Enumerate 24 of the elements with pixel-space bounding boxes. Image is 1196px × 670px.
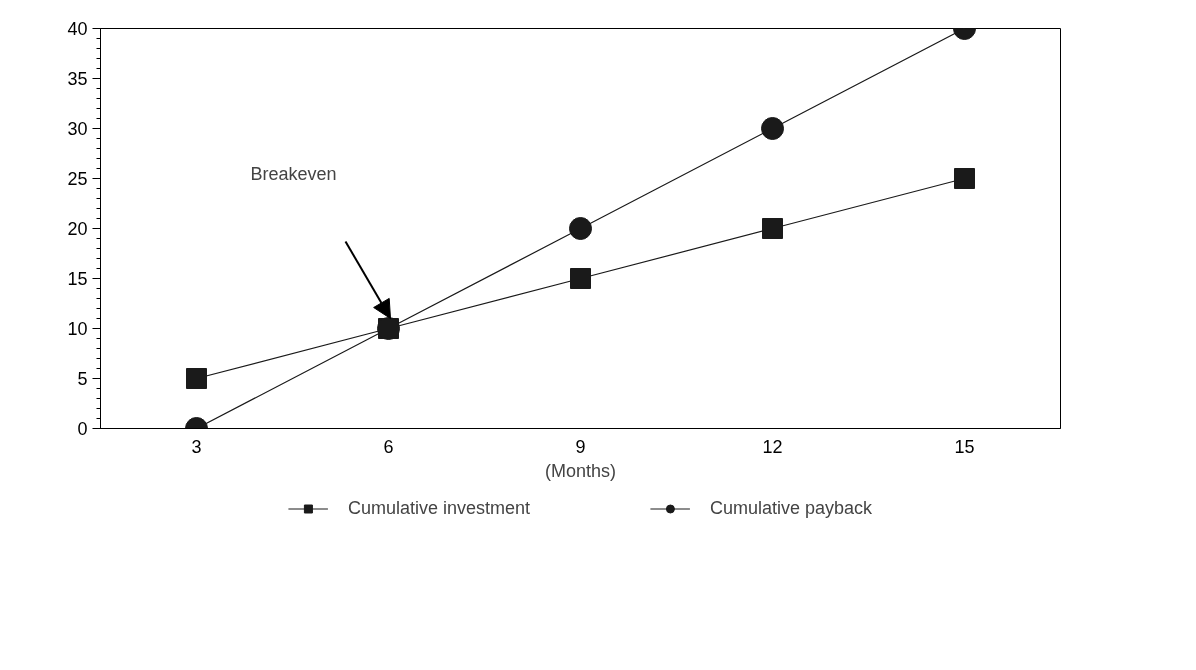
y-tick-label: 35: [67, 69, 88, 89]
x-tick-label: 15: [954, 436, 975, 457]
x-tick-label: 3: [191, 436, 202, 457]
y-tick-label: 5: [77, 369, 88, 389]
y-tick-label: 25: [67, 169, 88, 189]
y-tick-label: 10: [67, 319, 88, 339]
point: [954, 168, 975, 189]
y-tick-label: 20: [67, 219, 88, 239]
x-tick-label: 6: [383, 436, 394, 457]
x-tick-label: 9: [575, 436, 586, 457]
x-tick-label: 12: [762, 436, 783, 457]
legend-label: Cumulative investment: [347, 497, 530, 519]
legend-label: Cumulative payback: [709, 497, 873, 519]
y-tick-label: 30: [67, 119, 88, 139]
annotation: Breakeven: [250, 163, 337, 184]
point: [761, 117, 784, 140]
y-tick-label: 0: [77, 419, 88, 439]
y-tick-label: 40: [67, 19, 88, 39]
point: [570, 268, 591, 289]
point: [569, 217, 592, 240]
y-tick-label: 15: [67, 269, 88, 289]
x-axis-title: (Months): [544, 460, 617, 481]
point: [762, 218, 783, 239]
point: [186, 368, 207, 389]
